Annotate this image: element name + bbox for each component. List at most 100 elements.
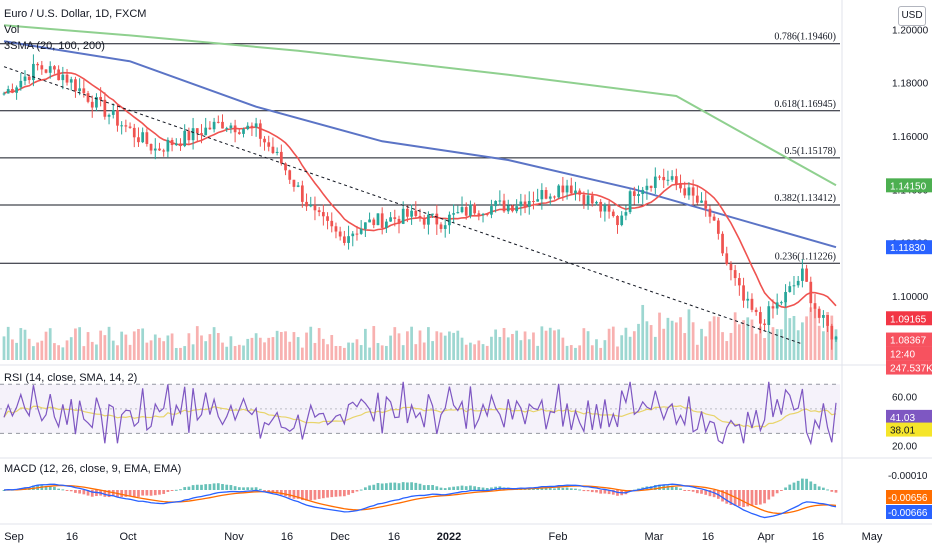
candle-body <box>452 213 455 215</box>
volume-bar <box>801 322 804 360</box>
time-tick-label: Mar <box>645 531 664 543</box>
candle-body <box>792 285 796 287</box>
volume-bar <box>19 328 23 360</box>
time-tick-label: 16 <box>281 531 293 543</box>
volume-bar <box>523 331 527 360</box>
macd-histogram-bar <box>309 490 313 501</box>
volume-bar <box>74 328 77 360</box>
volume-bar <box>658 312 661 360</box>
candle-body <box>515 206 519 212</box>
volume-bar <box>120 331 124 360</box>
candle-body <box>469 204 472 216</box>
volume-bar <box>494 329 498 360</box>
candle-body <box>195 128 199 134</box>
volume-bar <box>6 326 10 360</box>
volume-bar <box>78 327 82 360</box>
macd-histogram-bar <box>300 490 304 501</box>
volume-bar <box>212 327 216 360</box>
volume-bar <box>477 340 481 360</box>
volume-bar <box>683 333 687 360</box>
candle-body <box>317 210 321 213</box>
macd-histogram-bar <box>61 489 65 491</box>
volume-bar <box>204 341 208 360</box>
candle-body <box>313 205 317 211</box>
volume-bar <box>716 316 720 360</box>
candle-body <box>271 146 275 153</box>
volume-bar <box>813 307 817 360</box>
candle-body <box>53 66 56 70</box>
candle-body <box>763 323 766 326</box>
candle-body <box>6 89 10 94</box>
sma-20-line <box>3 71 837 309</box>
volume-bar <box>237 344 241 360</box>
volume-bar <box>44 331 48 360</box>
candle-body <box>326 216 329 221</box>
macd-histogram-bar <box>574 488 577 490</box>
candle-body <box>393 217 397 219</box>
macd-histogram-bar <box>464 486 468 490</box>
candle-body <box>187 130 191 141</box>
candle-body <box>111 110 115 115</box>
macd-histogram-bar <box>599 490 603 494</box>
rsi-legend[interactable]: RSI (14, close, SMA, 14, 2) <box>4 372 138 384</box>
candle-body <box>746 298 750 301</box>
price-axis[interactable]: 1.200001.180001.160001.140001.120001.100… <box>886 25 932 519</box>
macd-histogram-bar <box>586 490 590 492</box>
grid <box>0 0 932 525</box>
candle-body <box>712 216 716 221</box>
price-label-text: 1.14150 <box>890 181 927 192</box>
candle-body <box>523 201 527 207</box>
volume-bar <box>519 340 523 360</box>
macd-histogram-bar <box>721 490 724 502</box>
volume-bar <box>565 345 569 360</box>
macd-histogram-bar <box>355 490 359 492</box>
candle-body <box>347 236 350 243</box>
candle-body <box>162 150 166 152</box>
price-tick-label: 1.10000 <box>892 292 929 303</box>
currency-button[interactable]: USD <box>898 6 926 26</box>
sma-legend[interactable]: 3SMA (20, 100, 200) <box>4 40 105 52</box>
candle-body <box>754 309 758 313</box>
macd-histogram-bar <box>410 482 413 490</box>
volume-bar <box>246 338 250 360</box>
candle-body <box>708 208 712 217</box>
macd-histogram-bar <box>48 486 52 490</box>
macd-histogram-bar <box>103 490 107 497</box>
macd-label-text: -0.00010 <box>888 471 928 482</box>
macd-histogram-bar <box>658 484 661 490</box>
macd-histogram-bar <box>742 490 745 508</box>
macd-histogram-bar <box>162 490 166 494</box>
macd-histogram-bar <box>174 489 178 491</box>
macd-histogram-bar <box>389 482 392 490</box>
macd-histogram-bar <box>595 490 598 493</box>
volume-bar <box>536 345 540 360</box>
rsi-line <box>3 381 837 446</box>
time-tick-label: Oct <box>119 531 136 543</box>
volume-bar <box>141 328 145 360</box>
macd-histogram-bar <box>569 488 573 490</box>
volume-bar <box>137 328 140 360</box>
volume-bar <box>48 328 52 360</box>
candle-body <box>658 176 661 178</box>
candle-body <box>586 195 590 205</box>
rsi-tick-label: 20.00 <box>892 442 917 453</box>
candle-body <box>65 74 69 83</box>
volume-bar <box>393 327 397 360</box>
candle-body <box>767 306 771 326</box>
macd-histogram-bar <box>107 490 111 498</box>
macd-legend[interactable]: MACD (12, 26, close, 9, EMA, EMA) <box>4 463 182 475</box>
volume-bar <box>338 346 342 360</box>
volume-legend[interactable]: Vol <box>4 24 20 36</box>
macd-histogram-bar <box>317 490 321 499</box>
time-axis[interactable]: Sep 16 Oct Nov 16 Dec 16 2022 Feb Mar 16 Apr 16 May <box>4 531 883 543</box>
volume-bar <box>561 337 565 360</box>
volume-bar <box>305 332 308 360</box>
candle-body <box>137 137 140 143</box>
candle-body <box>624 212 628 216</box>
macd-histogram-bar <box>548 488 552 490</box>
macd-histogram-bar <box>611 490 615 495</box>
candle-body <box>645 185 649 190</box>
macd-histogram-bar <box>124 490 128 497</box>
symbol-title[interactable]: Euro / U.S. Dollar, 1D, FXCM <box>4 8 147 20</box>
